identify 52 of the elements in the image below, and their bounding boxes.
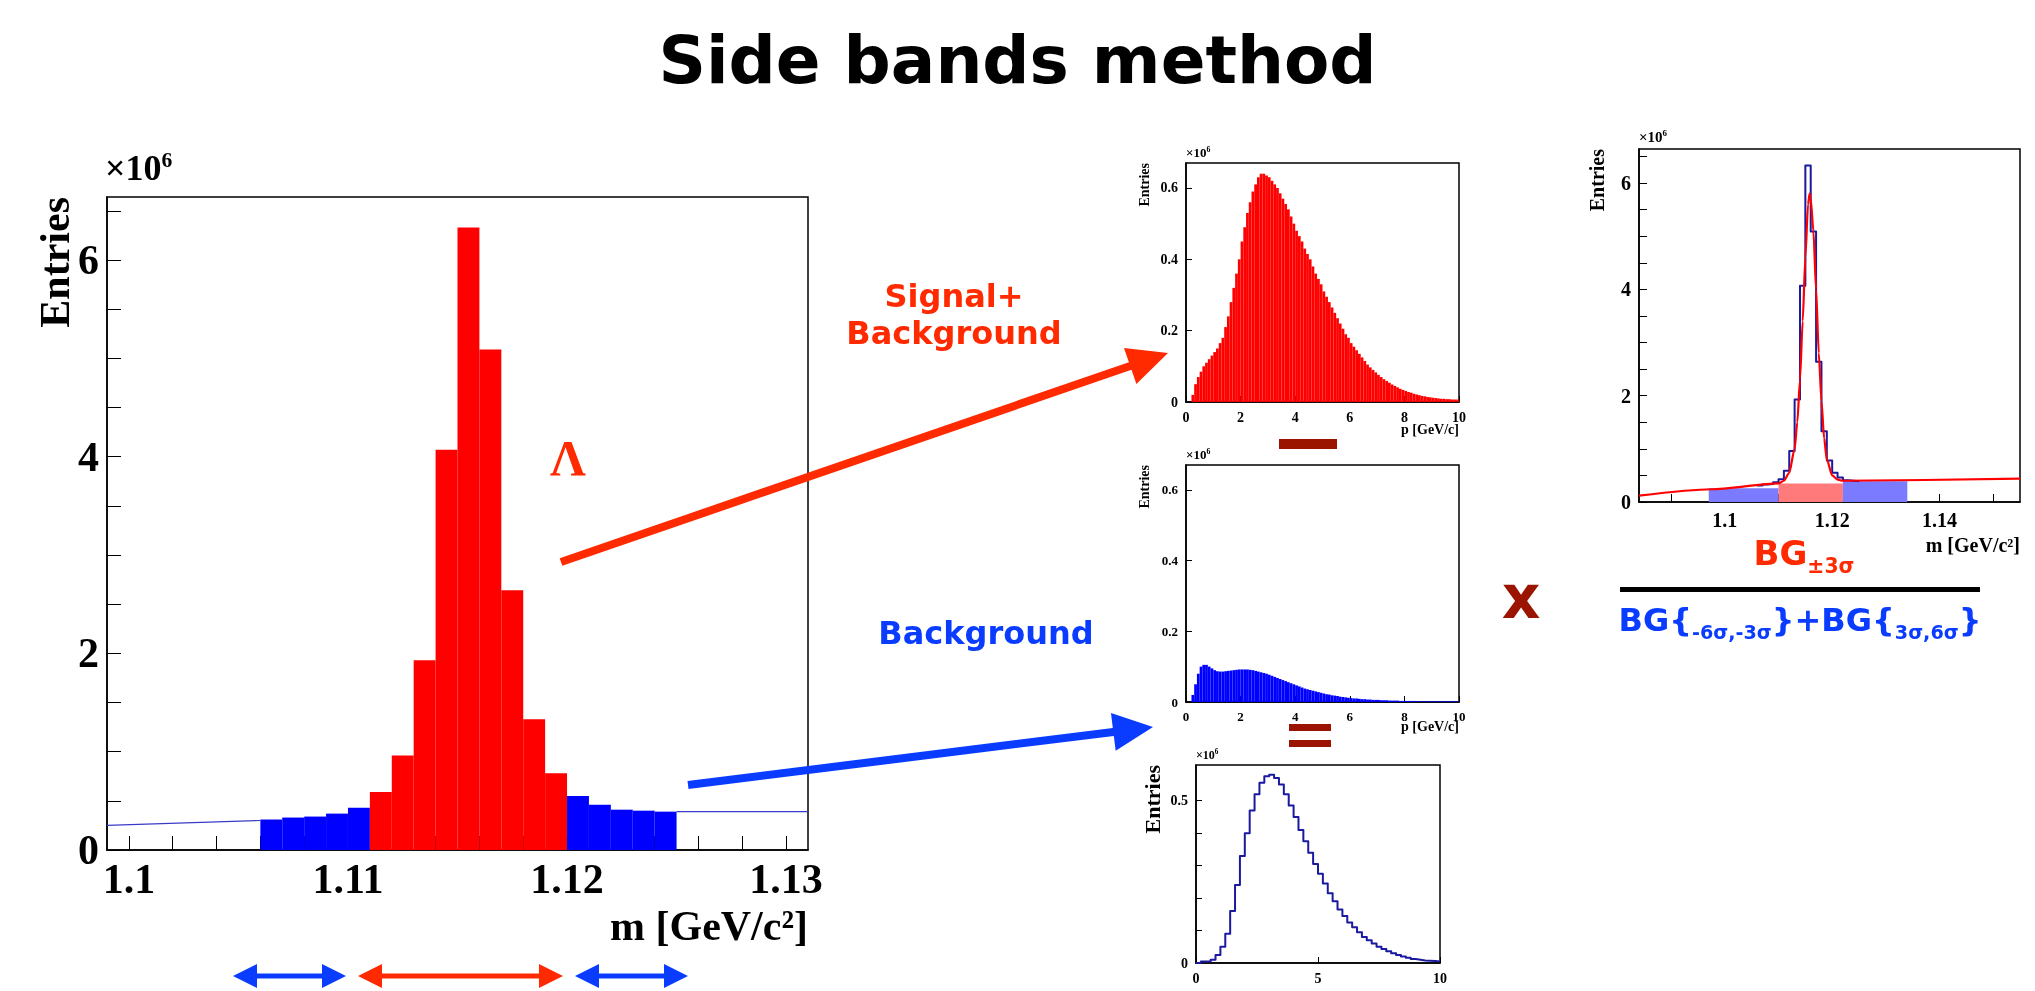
y-axis-title: Entries: [1586, 148, 1608, 212]
x-tick-label: 4: [1291, 409, 1299, 425]
text: ×10$^{6}$: [1196, 748, 1219, 763]
text: BG$_{±3σ}$: [1752, 532, 1856, 579]
x-tick-label: 2: [1237, 409, 1245, 425]
y-axis-title: Entries: [1136, 162, 1152, 207]
x-tick-label: 6: [1346, 709, 1354, 724]
x-tick-label: 1.1: [102, 856, 156, 902]
x-tick-label: 4: [1291, 709, 1299, 724]
x-tick-label: 10: [1433, 970, 1447, 986]
y-tick-label: 0.2: [1160, 323, 1178, 339]
y-tick-label: 0.5: [1170, 793, 1188, 809]
x-axis-title: m [GeV/c²]: [1925, 534, 2020, 556]
y-axis-title: Entries: [1136, 464, 1152, 509]
x-tick-label: 1.11: [312, 856, 384, 902]
y-tick-label: 0.6: [1160, 180, 1178, 196]
y-tick-label: 0.2: [1161, 623, 1178, 639]
y-tick-label: 0.4: [1161, 553, 1179, 569]
y-tick-label: 0: [1171, 394, 1178, 410]
x-tick-label: 1.12: [530, 856, 604, 902]
x-tick-label: 1.12: [1814, 509, 1850, 531]
text: Signal+ Background: [845, 277, 1063, 352]
y-tick-label: 0.6: [1161, 482, 1179, 498]
x-axis-title: m [GeV/c²]: [609, 903, 808, 949]
y-tick-label: 4: [1621, 278, 1631, 301]
annotation: Λ: [549, 430, 587, 488]
y-tick-label: 6: [78, 236, 99, 283]
y-tick-label: 0: [78, 827, 99, 873]
x-tick-label: 1.1: [1712, 509, 1738, 531]
text: BG{$_{-6σ,-3σ}$}+BG{$_{3σ,6σ}$}: [1617, 601, 1983, 644]
y-tick-label: 0: [1621, 491, 1631, 513]
text: ×10$^{6}$: [1639, 128, 1668, 147]
text: ×10$^{6}$: [105, 148, 173, 190]
x-tick-label: 0: [1192, 970, 1200, 986]
x-tick-label: 1.14: [1922, 509, 1958, 531]
x-tick-label: 5: [1314, 970, 1322, 986]
text: ×10$^{6}$: [1186, 447, 1211, 464]
text: x: [1500, 561, 1542, 632]
y-tick-label: 0.4: [1160, 251, 1178, 267]
x-tick-label: 1.13: [749, 856, 823, 902]
x-tick-label: 2: [1237, 709, 1244, 724]
y-tick-label: 2: [78, 630, 99, 677]
y-axis-title: Entries: [1139, 764, 1165, 834]
x-tick-label: 6: [1346, 409, 1354, 425]
y-tick-label: 0: [1171, 694, 1178, 710]
y-tick-label: 2: [1621, 384, 1631, 407]
text: Background: [877, 613, 1095, 652]
y-tick-label: 0: [1181, 955, 1188, 971]
y-axis-title: Entries: [32, 197, 78, 328]
text: Side bands method: [657, 22, 1378, 99]
y-tick-label: 6: [1621, 172, 1631, 195]
text: ×10$^{6}$: [1186, 145, 1211, 162]
